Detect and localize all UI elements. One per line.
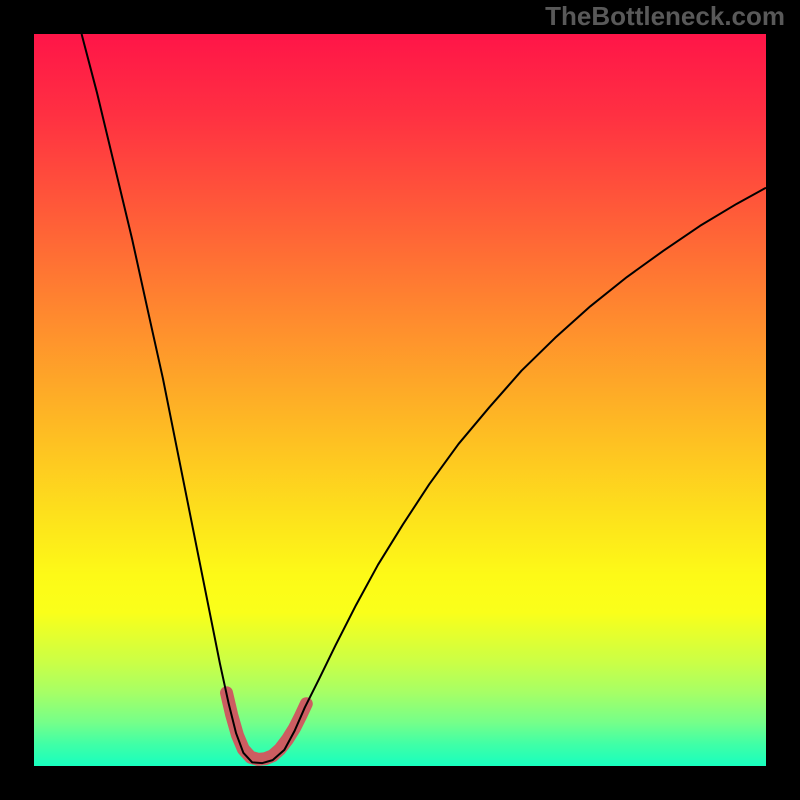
gradient-background: [34, 34, 766, 766]
chart-frame: [0, 0, 800, 800]
plot-area: [34, 34, 766, 766]
watermark-text: TheBottleneck.com: [545, 1, 785, 32]
chart-svg: [34, 34, 766, 766]
